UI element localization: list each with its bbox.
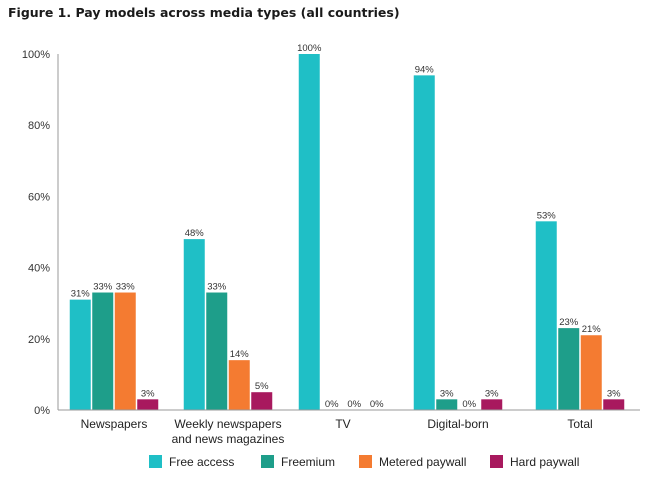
bar-metered-paywall xyxy=(228,360,250,410)
bar-free-access xyxy=(69,299,91,410)
bar-metered-paywall xyxy=(580,335,602,410)
data-label: 3% xyxy=(440,388,454,399)
data-label: 3% xyxy=(141,388,155,399)
bar-free-access xyxy=(183,239,205,410)
data-label: 31% xyxy=(71,289,91,300)
legend-label: Free access xyxy=(169,455,234,469)
data-label: 100% xyxy=(297,43,322,54)
y-axis: 0% 20% 40% 60% 80% 100% xyxy=(22,49,59,417)
x-category-label: and news magazines xyxy=(172,432,285,446)
x-category-label: Total xyxy=(567,417,592,431)
bar-hard-paywall xyxy=(251,392,273,410)
data-label: 0% xyxy=(462,399,476,410)
bar-freemium xyxy=(436,399,458,410)
legend-swatch xyxy=(261,455,274,468)
data-label: 33% xyxy=(93,282,113,293)
data-label: 0% xyxy=(370,399,384,410)
data-label: 23% xyxy=(559,317,579,328)
data-label: 3% xyxy=(485,388,499,399)
bar-freemium xyxy=(206,292,228,410)
data-label: 3% xyxy=(607,388,621,399)
x-category-label: Newspapers xyxy=(81,417,148,431)
y-tick-label: 60% xyxy=(28,191,50,203)
data-label: 0% xyxy=(347,399,361,410)
y-tick-label: 40% xyxy=(28,263,50,275)
legend-label: Hard paywall xyxy=(510,455,579,469)
data-label: 14% xyxy=(230,349,250,360)
legend-swatch xyxy=(359,455,372,468)
legend-label: Freemium xyxy=(281,455,335,469)
bar-hard-paywall xyxy=(137,399,159,410)
bar-free-access xyxy=(413,75,435,411)
data-label: 21% xyxy=(582,324,602,335)
chart-title: Figure 1. Pay models across media types … xyxy=(8,5,400,20)
legend-item: Freemium xyxy=(261,455,335,469)
bar-metered-paywall xyxy=(114,292,136,410)
legend-swatch xyxy=(490,455,503,468)
legend: Free access Freemium Metered paywall Hard p… xyxy=(149,455,579,469)
bar-free-access xyxy=(535,221,557,410)
x-category-label: Digital-born xyxy=(427,417,488,431)
bar-free-access xyxy=(298,54,320,410)
y-tick-label: 20% xyxy=(28,334,50,346)
bar-freemium xyxy=(92,292,114,410)
data-label: 0% xyxy=(325,399,339,410)
data-label: 94% xyxy=(415,64,435,75)
data-label: 33% xyxy=(116,282,136,293)
legend-item: Free access xyxy=(149,455,234,469)
legend-label: Metered paywall xyxy=(379,455,466,469)
y-tick-label: 80% xyxy=(28,120,50,132)
data-label: 5% xyxy=(255,381,269,392)
x-category-label: TV xyxy=(335,417,350,431)
bars xyxy=(69,54,625,411)
bar-freemium xyxy=(558,328,580,410)
data-labels: 31%33% 33%3%48%33%14%5%100%0% 0% 0%94%3%0%3… xyxy=(71,43,621,410)
data-label: 33% xyxy=(207,282,227,293)
y-tick-label: 0% xyxy=(34,405,50,417)
bar-hard-paywall xyxy=(603,399,625,410)
legend-item: Metered paywall xyxy=(359,455,466,469)
legend-item: Hard paywall xyxy=(490,455,579,469)
bar-hard-paywall xyxy=(481,399,503,410)
legend-swatch xyxy=(149,455,162,468)
data-label: 53% xyxy=(537,210,557,221)
x-category-label: Weekly newspapers xyxy=(174,417,281,431)
data-label: 48% xyxy=(185,228,205,239)
y-tick-label: 100% xyxy=(22,49,50,61)
